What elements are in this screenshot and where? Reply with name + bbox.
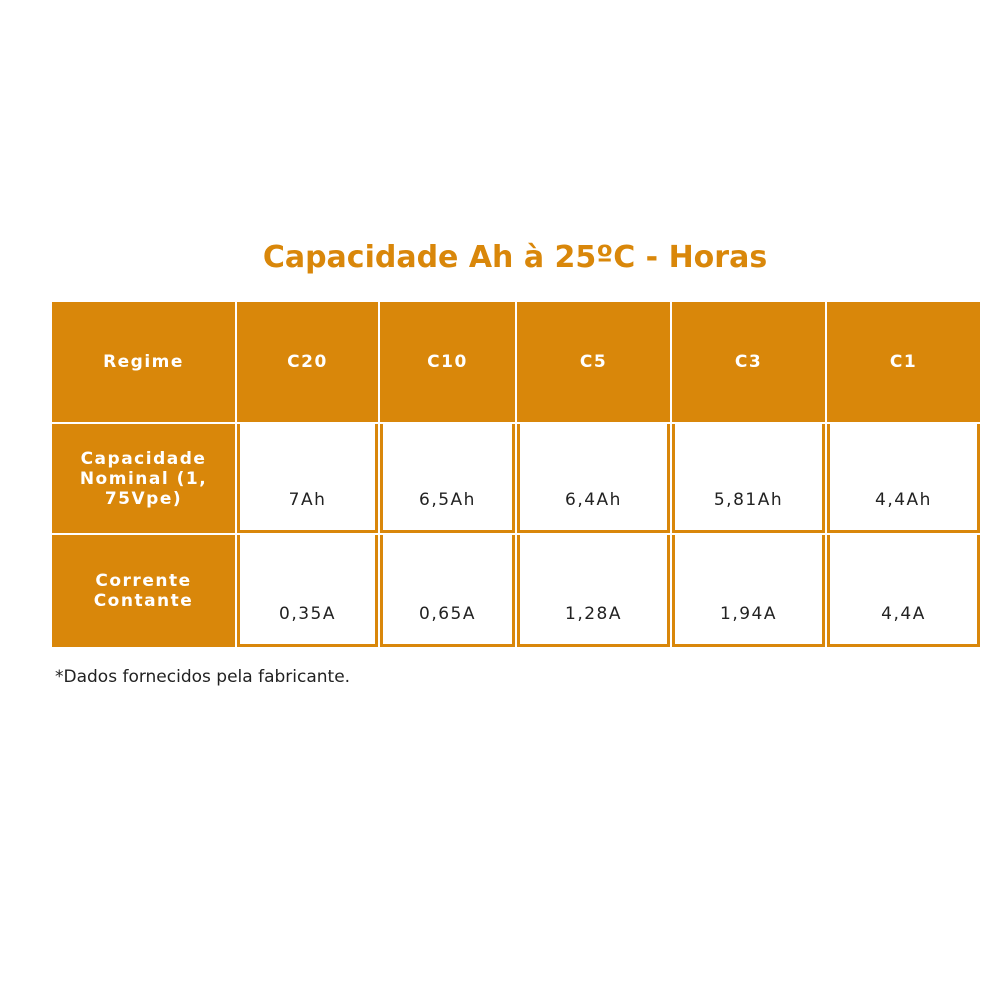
data-cell-text: 1,94A <box>720 604 777 624</box>
data-cell-text: 0,35A <box>279 604 336 624</box>
header-cell: C3 <box>672 302 825 422</box>
header-cell: C10 <box>380 302 515 422</box>
data-cell-text: 4,4A <box>881 604 926 624</box>
row-label: Capacidade Nominal (1, 75Vpe) <box>52 424 235 533</box>
data-cell-text: 0,65A <box>419 604 476 624</box>
data-cell-text: 7Ah <box>288 490 327 510</box>
data-cell: 6,5Ah <box>380 424 515 533</box>
header-cell: C5 <box>517 302 670 422</box>
header-cell: C1 <box>827 302 980 422</box>
data-cell-text: 4,4Ah <box>875 490 932 510</box>
data-cell-text: 6,4Ah <box>565 490 622 510</box>
header-cell-text: C10 <box>427 352 468 372</box>
row-label-text: Corrente Contante <box>93 571 194 611</box>
header-cell-text: C5 <box>579 352 608 372</box>
header-cell-text: Regime <box>103 352 184 372</box>
data-cell: 4,4A <box>827 535 980 647</box>
header-cell-text: C20 <box>287 352 328 372</box>
data-cell: 7Ah <box>237 424 378 533</box>
data-cell: 5,81Ah <box>672 424 825 533</box>
header-cell: Regime <box>52 302 235 422</box>
data-cell-text: 5,81Ah <box>713 490 784 510</box>
data-cell: 6,4Ah <box>517 424 670 533</box>
data-cell: 0,65A <box>380 535 515 647</box>
title: Capacidade Ah à 25ºC - Horas <box>262 240 768 275</box>
row-label: Corrente Contante <box>52 535 235 647</box>
footnote: *Dados fornecidos pela fabricante. <box>55 667 351 687</box>
data-cell: 1,28A <box>517 535 670 647</box>
data-cell: 4,4Ah <box>827 424 980 533</box>
data-cell: 1,94A <box>672 535 825 647</box>
data-cell-text: 6,5Ah <box>419 490 476 510</box>
data-cell: 0,35A <box>237 535 378 647</box>
data-cell-text: 1,28A <box>565 604 622 624</box>
header-cell: C20 <box>237 302 378 422</box>
header-cell-text: C1 <box>889 352 918 372</box>
row-label-text: Capacidade Nominal (1, 75Vpe) <box>79 448 208 509</box>
header-cell-text: C3 <box>734 352 763 372</box>
